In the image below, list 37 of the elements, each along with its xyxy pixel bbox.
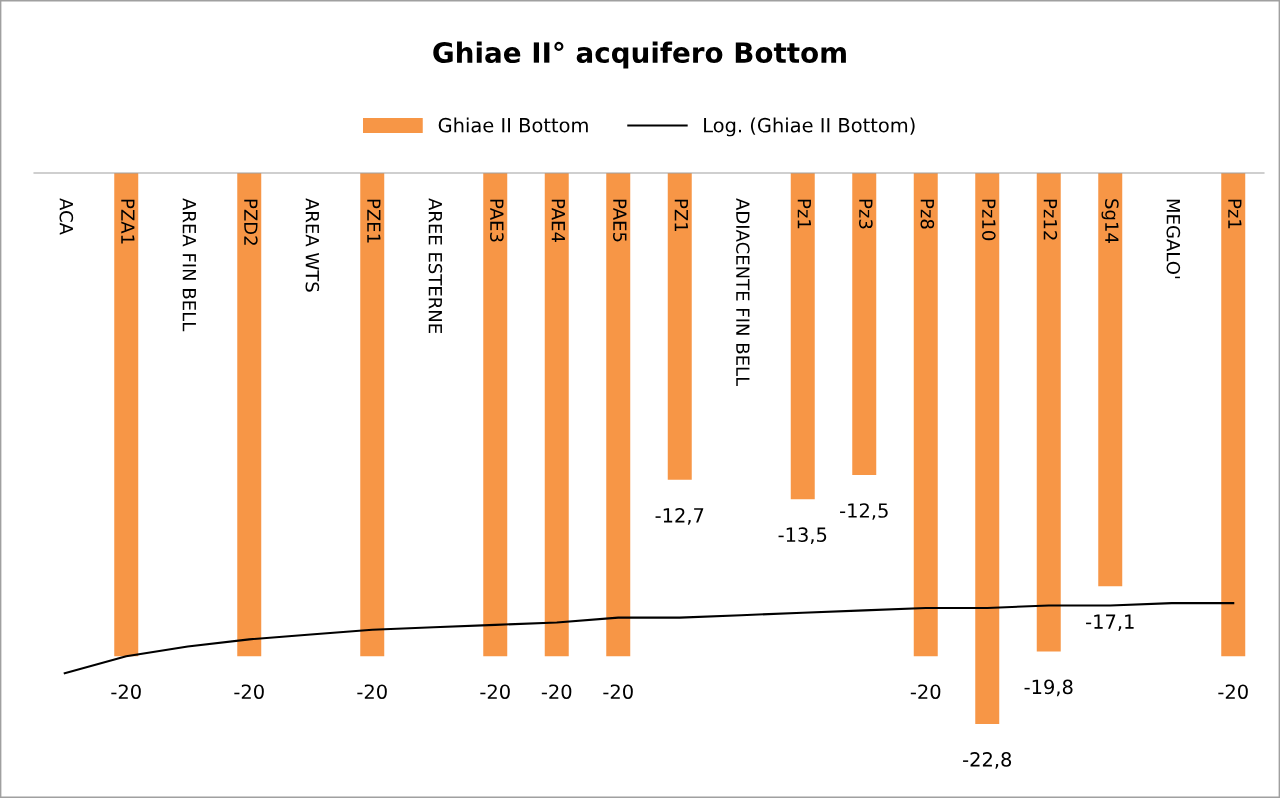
data-label: -12,5 bbox=[840, 503, 888, 520]
x-tick-label: Pz1 bbox=[1228, 199, 1242, 229]
x-tick-label: AREE ESTERNE bbox=[428, 198, 443, 334]
x-tick-label: PAE4 bbox=[551, 199, 565, 242]
x-tick-label: Pz8 bbox=[920, 199, 935, 229]
data-label: -13,5 bbox=[778, 527, 827, 545]
x-tick-label: PZD2 bbox=[244, 199, 258, 245]
x-tick-label: AREA FIN BELL bbox=[182, 198, 196, 332]
x-tick-label: PAE3 bbox=[490, 199, 504, 242]
x-tick-label: Pz12 bbox=[1043, 199, 1058, 240]
x-tick-label: Pz10 bbox=[982, 199, 996, 241]
data-label: -19,8 bbox=[1024, 679, 1073, 697]
data-label: -20 bbox=[910, 684, 941, 700]
data-label: -20 bbox=[603, 684, 633, 700]
data-label: -22,8 bbox=[963, 752, 1012, 769]
x-tick-label: PZ1 bbox=[674, 199, 688, 232]
x-tick-label: Pz3 bbox=[859, 199, 873, 229]
x-tick-label: PAE5 bbox=[613, 199, 627, 242]
data-label: -20 bbox=[480, 684, 510, 700]
x-tick-label: Pz1 bbox=[797, 199, 811, 229]
data-label: -17,1 bbox=[1086, 614, 1134, 631]
legend-label: Log. (Ghiae II Bottom) bbox=[704, 117, 915, 137]
data-label: -20 bbox=[541, 684, 572, 700]
data-label: -20 bbox=[234, 684, 264, 700]
x-tick-label: AREA WTS bbox=[305, 198, 320, 292]
x-tick-label: Sg14 bbox=[1101, 199, 1119, 243]
x-tick-label: PZA1 bbox=[121, 199, 135, 244]
data-label: -20 bbox=[111, 684, 141, 700]
x-tick-label: MEGALO' bbox=[1166, 199, 1181, 279]
data-label: -12,7 bbox=[655, 507, 704, 525]
x-tick-label: PZE1 bbox=[367, 199, 381, 243]
data-label: -20 bbox=[357, 684, 387, 700]
legend-label: Ghiae II Bottom bbox=[438, 117, 588, 133]
chart-title: Ghiae II° acquifero Bottom bbox=[433, 41, 846, 69]
x-tick-label: ADIACENTE FIN BELL bbox=[736, 198, 750, 387]
data-label: -20 bbox=[1218, 684, 1248, 700]
x-tick-label: ACA bbox=[59, 198, 74, 235]
